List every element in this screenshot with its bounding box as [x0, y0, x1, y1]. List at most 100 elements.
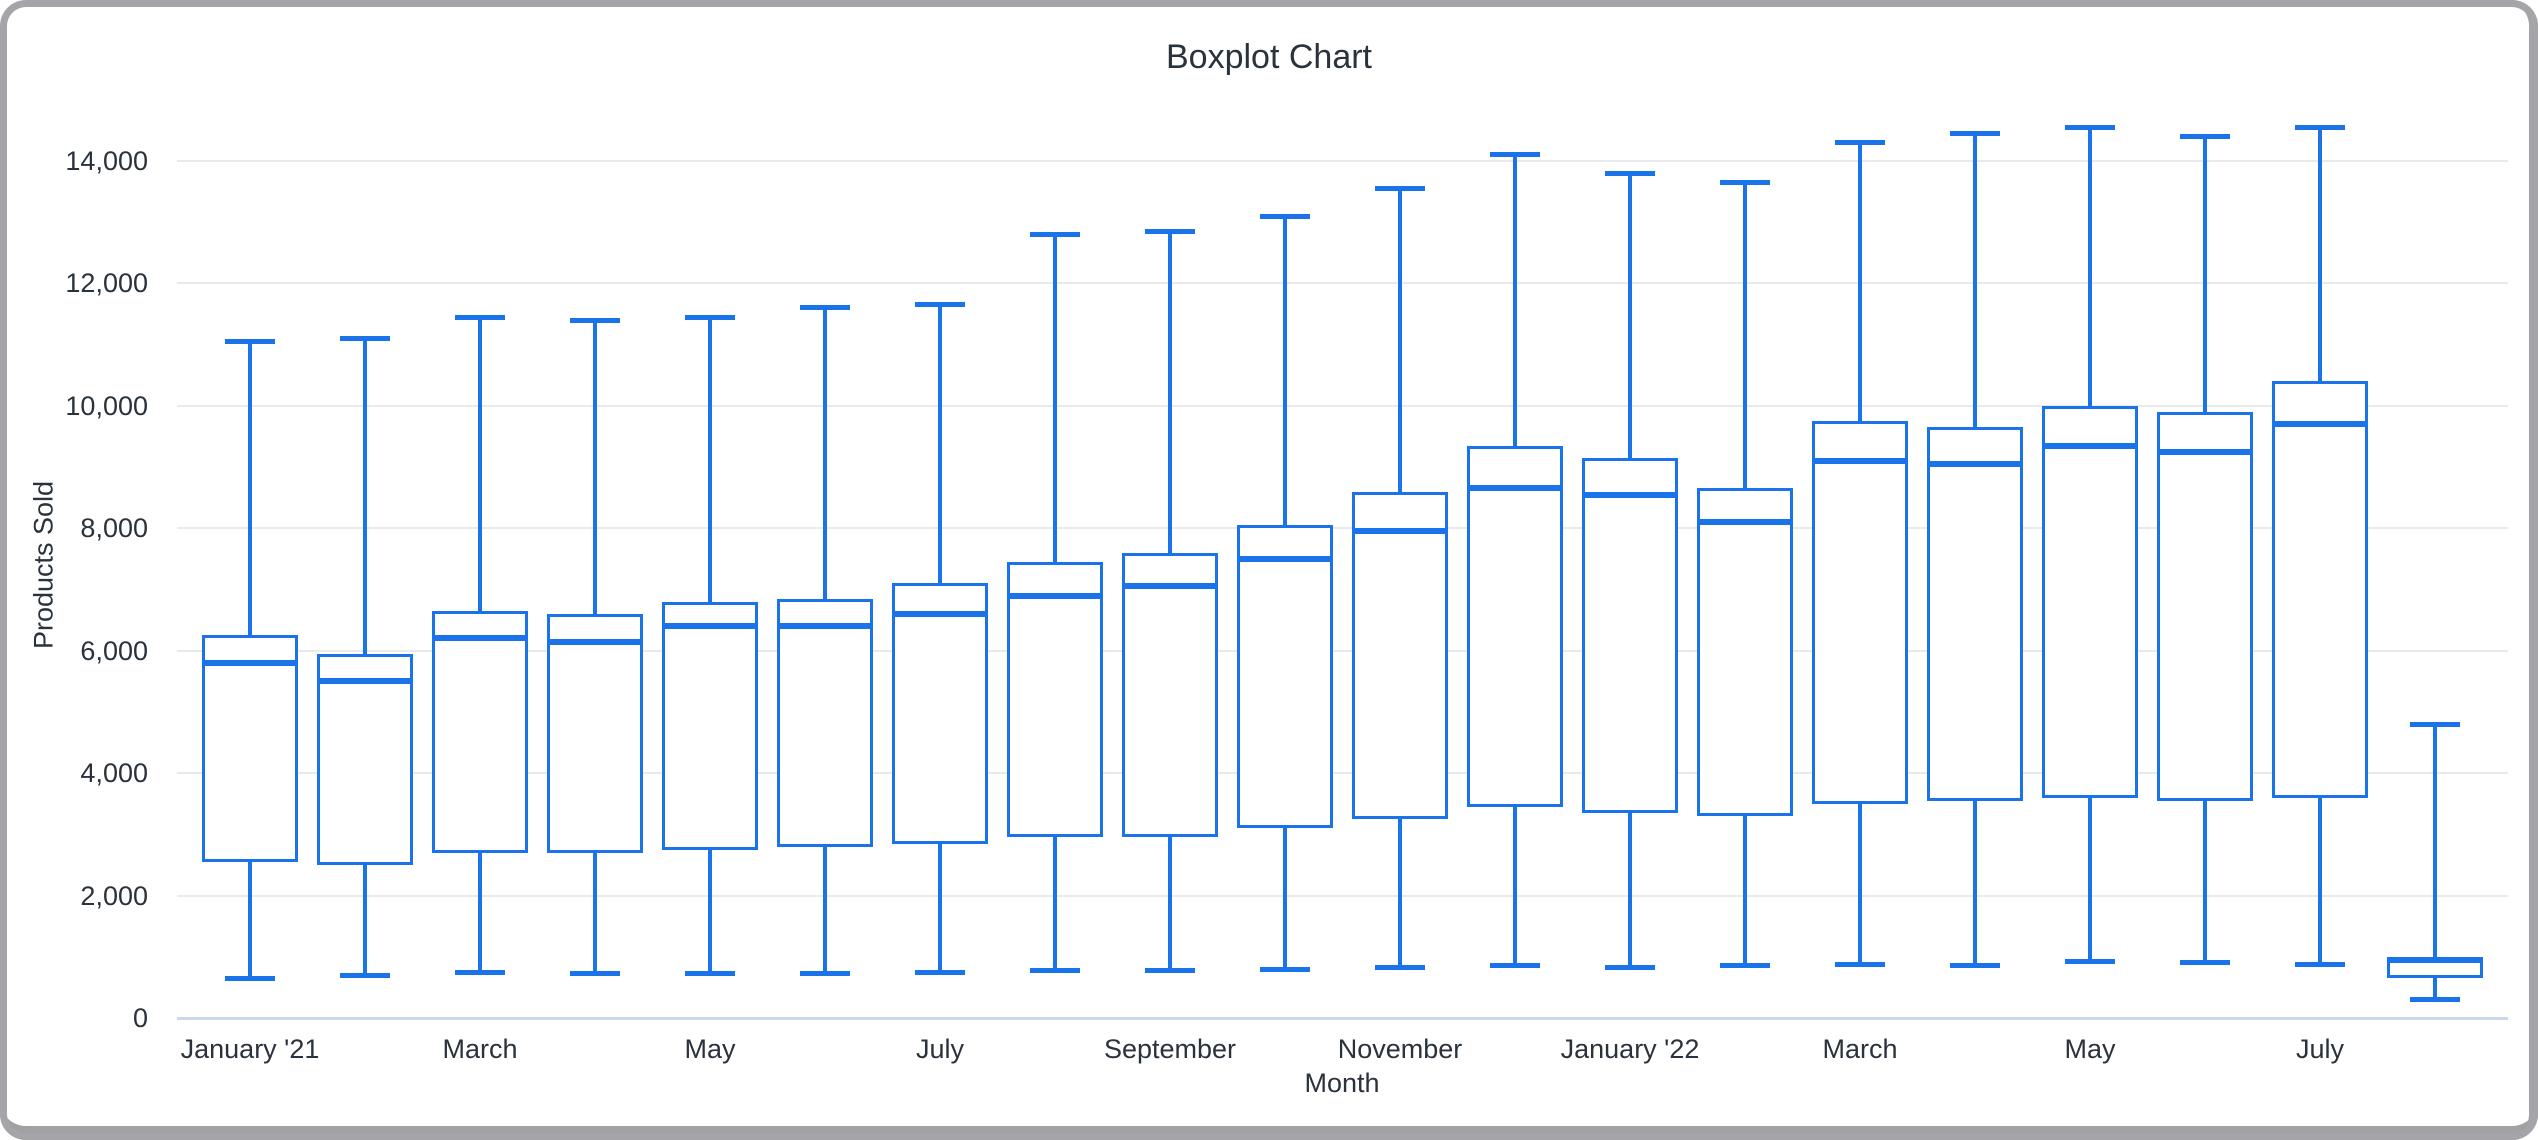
boxplot[interactable]: [2272, 381, 2368, 798]
boxplot[interactable]: [1467, 445, 1563, 807]
whisker-max-cap: [1950, 130, 2000, 136]
boxplot[interactable]: [1007, 561, 1103, 838]
boxplot[interactable]: [1122, 552, 1218, 838]
x-tick-label: May: [2064, 1034, 2116, 1064]
whisker-lower-stem: [1743, 815, 1747, 966]
boxplot[interactable]: [777, 598, 873, 847]
x-tick-label: November: [1337, 1034, 1463, 1064]
whisker-upper-stem: [708, 317, 712, 602]
whisker-max-cap: [685, 314, 735, 320]
median-line[interactable]: [547, 638, 643, 645]
boxplot[interactable]: [892, 583, 988, 844]
gridline: [177, 772, 2508, 775]
median-line[interactable]: [1122, 583, 1218, 590]
whisker-upper-stem: [2203, 136, 2207, 412]
median-line[interactable]: [202, 659, 298, 666]
whisker-min-cap: [1030, 967, 1080, 973]
whisker-upper-stem: [248, 341, 252, 636]
median-line[interactable]: [1007, 592, 1103, 599]
whisker-upper-stem: [1283, 216, 1287, 526]
whisker-min-cap: [2295, 961, 2345, 967]
y-tick-label: 2,000: [80, 880, 148, 911]
boxplot[interactable]: [2157, 411, 2253, 801]
whisker-upper-stem: [1053, 234, 1057, 562]
whisker-lower-stem: [1628, 812, 1632, 968]
whisker-lower-stem: [2203, 800, 2207, 963]
whisker-upper-stem: [823, 307, 827, 599]
whisker-max-cap: [225, 339, 275, 345]
whisker-lower-stem: [1973, 800, 1977, 966]
median-line[interactable]: [662, 623, 758, 630]
whisker-min-cap: [1835, 962, 1885, 968]
whisker-min-cap: [2065, 958, 2115, 964]
median-line[interactable]: [1467, 485, 1563, 492]
whisker-upper-stem: [1398, 188, 1402, 492]
whisker-upper-stem: [1973, 133, 1977, 428]
gridline: [177, 894, 2508, 897]
whisker-lower-stem: [1168, 837, 1172, 971]
boxplot[interactable]: [1697, 488, 1793, 816]
whisker-min-cap: [1720, 963, 1770, 969]
y-tick-label: 8,000: [80, 513, 148, 544]
median-line[interactable]: [2272, 421, 2368, 428]
median-line[interactable]: [892, 610, 988, 617]
whisker-lower-stem: [708, 849, 712, 974]
boxplot[interactable]: [2042, 405, 2138, 798]
whisker-max-cap: [1375, 186, 1425, 192]
whisker-upper-stem: [2318, 127, 2322, 382]
whisker-max-cap: [2180, 134, 2230, 139]
x-tick-label: March: [442, 1034, 518, 1064]
whisker-max-cap: [2410, 721, 2460, 727]
boxplot[interactable]: [1582, 457, 1678, 813]
median-line[interactable]: [2157, 448, 2253, 455]
median-line[interactable]: [432, 635, 528, 642]
whisker-min-cap: [2180, 960, 2230, 966]
boxplot[interactable]: [317, 653, 413, 865]
whisker-min-cap: [800, 970, 850, 976]
whisker-max-cap: [2295, 124, 2345, 130]
whisker-max-cap: [1260, 213, 1310, 219]
median-line[interactable]: [1697, 519, 1793, 526]
boxplot[interactable]: [1927, 427, 2023, 801]
whisker-lower-stem: [1858, 803, 1862, 965]
boxplot[interactable]: [1237, 525, 1333, 829]
x-tick-label: January '22: [1560, 1034, 1700, 1064]
median-line[interactable]: [1927, 461, 2023, 467]
boxplot[interactable]: [547, 613, 643, 853]
boxplot[interactable]: [202, 635, 298, 862]
y-tick-label: 4,000: [80, 758, 148, 789]
whisker-upper-stem: [2433, 724, 2437, 959]
boxplot[interactable]: [1352, 491, 1448, 820]
whisker-lower-stem: [363, 864, 367, 976]
whisker-lower-stem: [248, 861, 252, 979]
boxplot[interactable]: [432, 610, 528, 853]
x-tick-label: March: [1822, 1034, 1898, 1064]
whisker-upper-stem: [478, 317, 482, 611]
whisker-min-cap: [1605, 965, 1655, 971]
y-tick-label: 0: [132, 1003, 148, 1033]
median-line[interactable]: [1237, 555, 1333, 562]
x-tick-label: September: [1103, 1034, 1237, 1064]
whisker-max-cap: [1835, 140, 1885, 146]
median-line[interactable]: [777, 623, 873, 630]
y-tick-label: 12,000: [65, 268, 148, 299]
median-line[interactable]: [317, 678, 413, 685]
whisker-min-cap: [2410, 997, 2460, 1003]
whisker-lower-stem: [823, 846, 827, 974]
boxplot[interactable]: [1812, 421, 1908, 804]
median-line[interactable]: [1352, 528, 1448, 535]
median-line[interactable]: [2042, 442, 2138, 449]
whisker-max-cap: [1145, 228, 1195, 234]
whisker-upper-stem: [2088, 127, 2092, 406]
median-line[interactable]: [1582, 491, 1678, 498]
whisker-upper-stem: [1513, 154, 1517, 446]
whisker-lower-stem: [938, 843, 942, 973]
whisker-upper-stem: [363, 338, 367, 654]
whisker-max-cap: [2065, 124, 2115, 130]
median-line[interactable]: [2387, 957, 2483, 964]
y-tick-label: 6,000: [80, 635, 148, 666]
boxplot[interactable]: [662, 601, 758, 850]
median-line[interactable]: [1812, 457, 1908, 464]
whisker-lower-stem: [1283, 828, 1287, 970]
